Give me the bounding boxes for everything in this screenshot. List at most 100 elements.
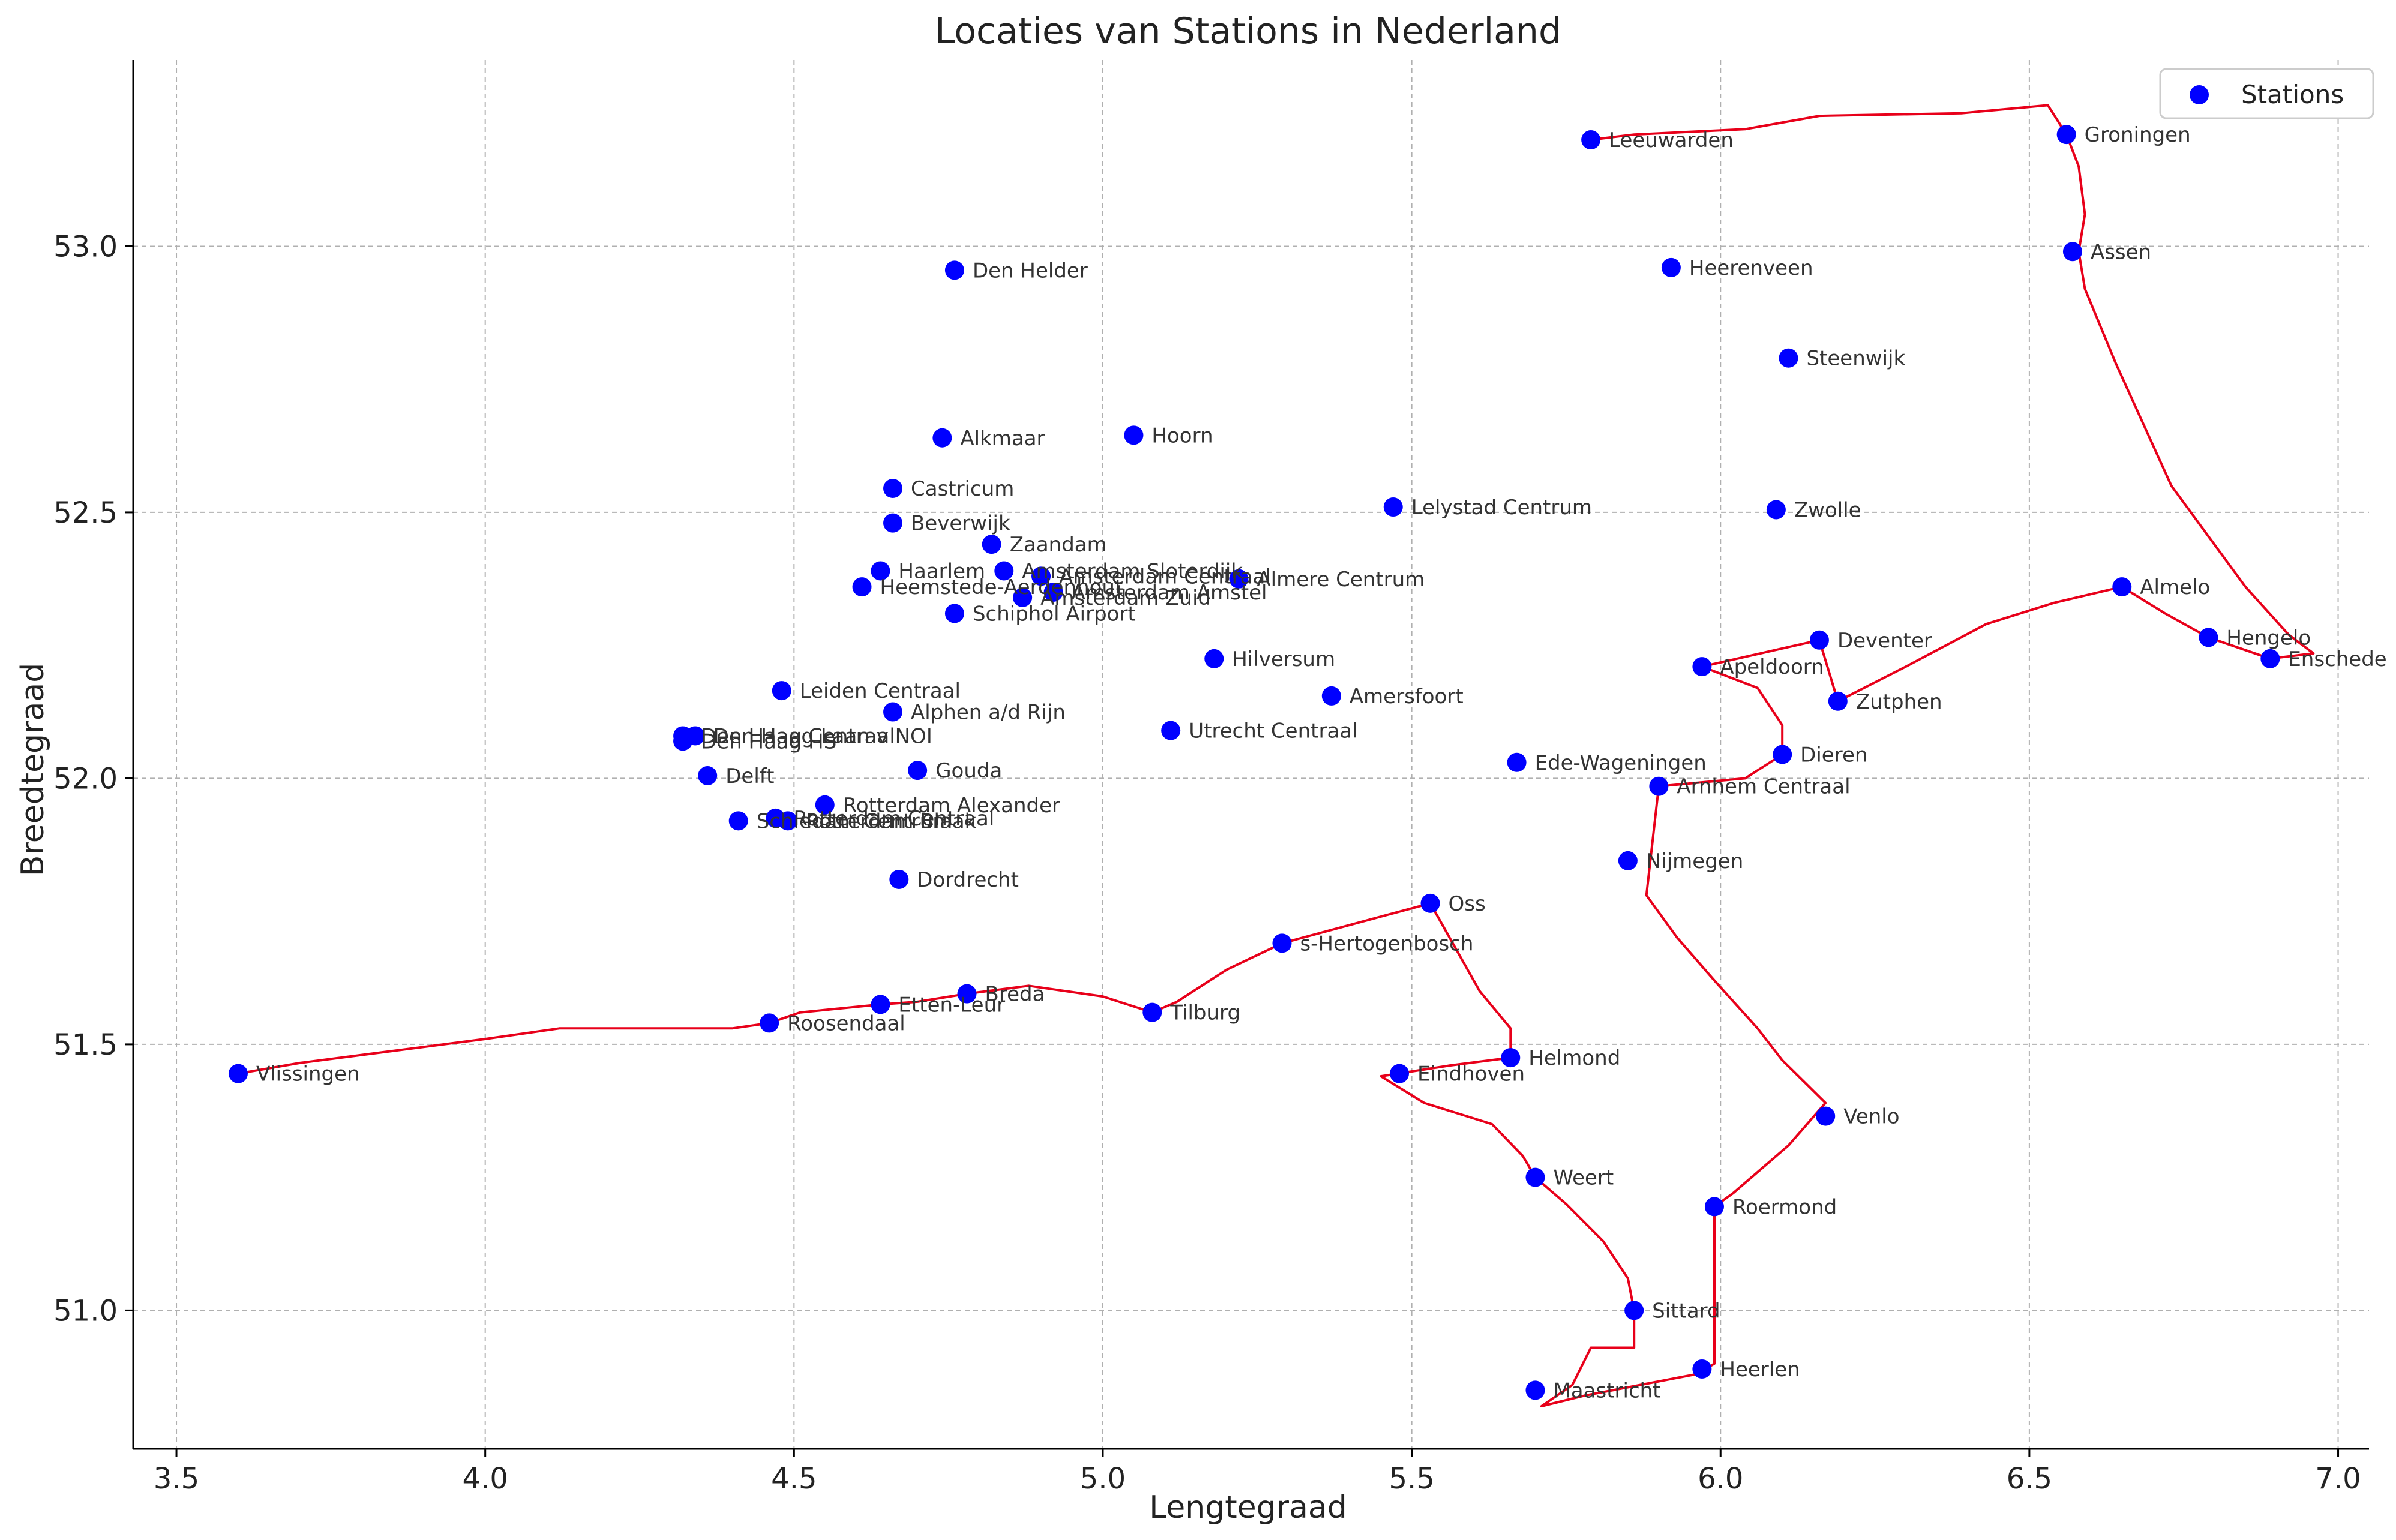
station-label: Venlo xyxy=(1843,1105,1899,1129)
station-point xyxy=(2199,628,2218,647)
station-point xyxy=(1773,745,1792,764)
station-label: Rotterdam Centraal xyxy=(793,807,994,831)
station-point xyxy=(883,479,903,499)
x-tick-label: 5.5 xyxy=(1389,1462,1434,1496)
station-label: Hengelo xyxy=(2226,626,2311,650)
station-label: Gouda xyxy=(935,759,1002,783)
station-point xyxy=(1649,776,1669,796)
station-label: Den Haag Laan v NOI xyxy=(713,724,932,748)
station-label: Heerlen xyxy=(1720,1358,1800,1382)
station-label: Alkmaar xyxy=(960,427,1045,451)
station-point xyxy=(1013,587,1033,607)
station-point xyxy=(944,604,964,623)
station-point xyxy=(1704,1197,1724,1217)
station-points xyxy=(228,125,2280,1400)
station-point xyxy=(1204,649,1224,668)
station-point xyxy=(1272,933,1292,953)
y-tick-label: 53.0 xyxy=(53,230,118,263)
x-tick-label: 6.5 xyxy=(2007,1462,2052,1496)
chart-title: Locaties van Stations in Nederland xyxy=(935,10,1561,52)
station-label: Rotterdam Alexander xyxy=(843,794,1060,818)
legend: Stations xyxy=(2159,68,2374,119)
x-tick-label: 3.5 xyxy=(154,1462,199,1496)
station-label: Almelo xyxy=(2140,575,2210,599)
station-point xyxy=(1828,691,1848,711)
station-label: Roosendaal xyxy=(787,1011,905,1035)
station-label: Vlissingen xyxy=(256,1062,360,1086)
station-label: Amsterdam Amstel xyxy=(1072,581,1267,605)
station-point xyxy=(1809,630,1829,650)
station-label: Helmond xyxy=(1528,1046,1620,1070)
station-point xyxy=(2062,242,2082,262)
y-tick-label: 51.0 xyxy=(53,1294,118,1328)
station-point xyxy=(698,766,718,785)
station-point xyxy=(889,869,909,889)
station-point xyxy=(1501,1048,1521,1068)
station-label: s-Hertogenbosch xyxy=(1300,932,1473,956)
station-label: Maastricht xyxy=(1553,1379,1660,1403)
station-point xyxy=(2056,125,2076,145)
station-label: Lelystad Centrum xyxy=(1411,496,1592,520)
station-label: Eindhoven xyxy=(1417,1062,1525,1086)
station-label: Dieren xyxy=(1800,743,1867,767)
y-tick-label: 52.0 xyxy=(53,762,118,795)
station-label: Beverwijk xyxy=(911,512,1010,536)
station-label: Amsterdam Centraal xyxy=(1059,565,1271,589)
station-label: Den Haag Centraal xyxy=(701,724,895,748)
station-labels: Leeuwarden Groningen Assen Heerenveen Steenw… xyxy=(256,123,2387,1403)
station-point xyxy=(760,1013,779,1033)
station-label: Ede-Wageningen xyxy=(1535,751,1707,775)
x-axis-title: Lengtegraad xyxy=(1149,1490,1347,1526)
station-label: Amersfoort xyxy=(1350,685,1464,709)
station-label: Enschede xyxy=(2288,647,2386,671)
station-point xyxy=(1816,1106,1836,1126)
station-label: Hilversum xyxy=(1232,647,1335,671)
station-point xyxy=(1525,1380,1545,1400)
y-axis-title: Breedtegraad xyxy=(15,663,51,876)
station-point xyxy=(728,811,748,831)
station-point xyxy=(1692,657,1712,677)
station-point xyxy=(1525,1167,1545,1187)
station-point xyxy=(1581,130,1601,150)
station-point xyxy=(1692,1359,1712,1379)
station-point xyxy=(908,761,928,780)
station-point xyxy=(1161,721,1181,740)
station-label: Almere Centrum xyxy=(1257,568,1425,592)
station-label: Weert xyxy=(1553,1166,1614,1190)
station-point xyxy=(1618,851,1638,870)
station-point xyxy=(1321,686,1341,706)
station-label: Roermond xyxy=(1732,1195,1837,1219)
station-label: Deventer xyxy=(1837,629,1932,653)
station-point xyxy=(685,726,705,746)
station-label: Haarlem xyxy=(898,559,985,583)
station-point xyxy=(1624,1301,1644,1320)
station-label: Den Helder xyxy=(973,259,1088,283)
station-point xyxy=(932,428,952,448)
station-label: Schiphol Airport xyxy=(973,602,1136,626)
station-point xyxy=(815,795,835,815)
station-label: Alphen a/d Rijn xyxy=(911,701,1066,725)
station-label: Leiden Centraal xyxy=(800,679,961,703)
station-point xyxy=(228,1064,248,1083)
station-label: Hoorn xyxy=(1151,424,1213,448)
station-label: Groningen xyxy=(2085,123,2191,147)
station-point xyxy=(883,513,903,533)
station-label: Zutphen xyxy=(1856,690,1942,714)
station-point xyxy=(1043,582,1063,602)
station-label: Delft xyxy=(725,764,774,788)
station-label: Etten-Leur xyxy=(898,993,1005,1017)
station-label: Heemstede-Aerdenhout xyxy=(880,575,1123,599)
station-point xyxy=(1507,752,1527,772)
station-label: Leeuwarden xyxy=(1609,128,1734,152)
x-tick-label: 4.5 xyxy=(771,1462,817,1496)
station-point xyxy=(2112,577,2132,597)
x-tick-label: 5.0 xyxy=(1080,1462,1126,1496)
station-point xyxy=(1031,566,1051,586)
grid-lines xyxy=(133,60,2369,1449)
station-point xyxy=(1124,425,1144,445)
x-tick-label: 7.0 xyxy=(2315,1462,2361,1496)
station-label: Utrecht Centraal xyxy=(1189,719,1357,743)
station-point xyxy=(1779,348,1798,368)
